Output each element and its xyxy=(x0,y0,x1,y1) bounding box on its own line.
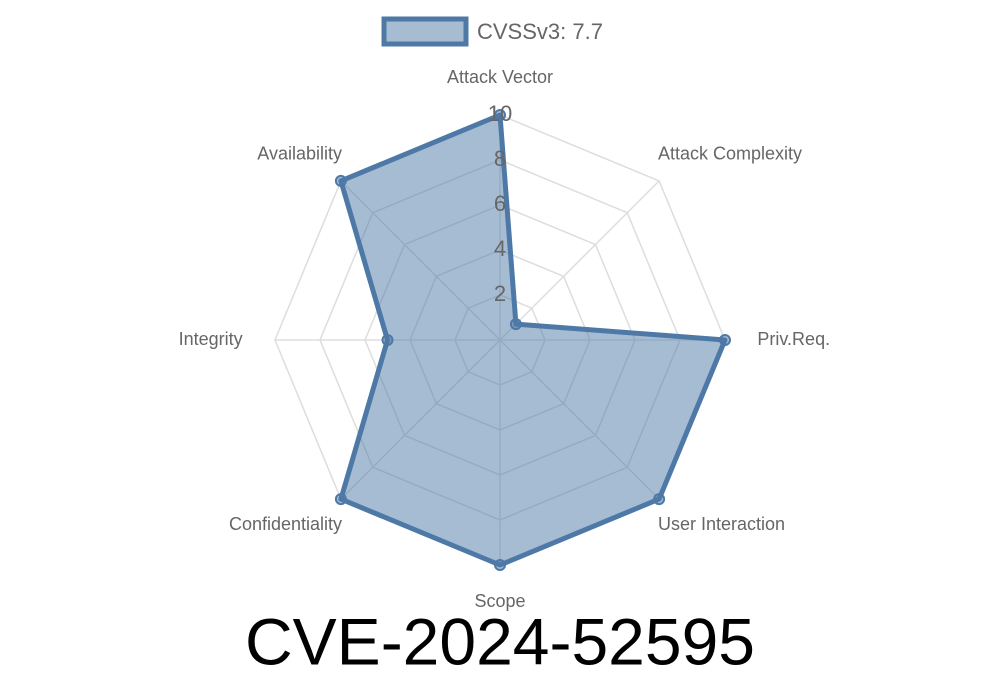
chart-title: CVE-2024-52595 xyxy=(245,604,755,678)
category-label: Confidentiality xyxy=(229,514,342,534)
radar-area xyxy=(338,112,728,568)
category-label: User Interaction xyxy=(658,514,785,534)
category-label: Availability xyxy=(257,143,342,163)
data-point xyxy=(334,174,347,187)
data-point xyxy=(381,334,394,346)
category-label: Scope xyxy=(474,591,525,611)
category-label: Attack Vector xyxy=(447,67,553,87)
tick-label: 6 xyxy=(494,191,506,216)
category-label: Integrity xyxy=(179,329,243,349)
data-point xyxy=(334,493,347,506)
tick-label: 10 xyxy=(488,101,512,126)
data-point xyxy=(494,109,506,121)
data-point xyxy=(494,559,506,571)
data-point xyxy=(509,318,522,331)
spoke xyxy=(499,180,660,341)
legend-swatch xyxy=(381,16,469,47)
data-point xyxy=(653,493,666,506)
tick-label: 8 xyxy=(494,146,506,171)
category-label: Priv.Req. xyxy=(757,329,830,349)
category-label: Attack Complexity xyxy=(658,143,802,163)
tick-label: 2 xyxy=(494,281,506,306)
tick-label: 4 xyxy=(494,236,506,261)
legend-label: CVSSv3: 7.7 xyxy=(477,19,603,44)
data-point xyxy=(719,334,731,346)
